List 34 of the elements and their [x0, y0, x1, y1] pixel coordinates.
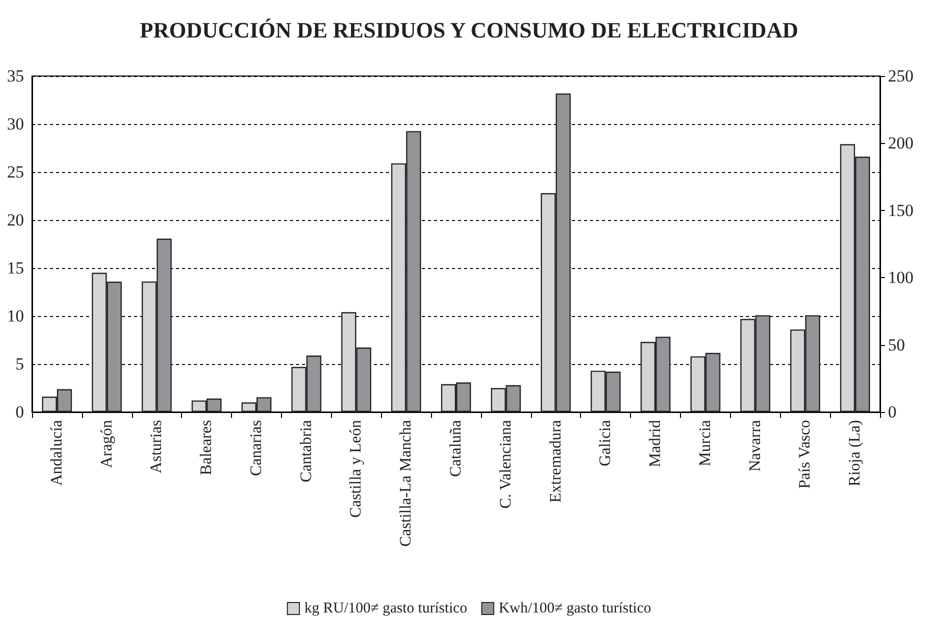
- y2-tick-label: 50: [888, 335, 905, 354]
- y2-tick-label: 0: [888, 402, 896, 422]
- y2-tick-label: 150: [888, 200, 914, 220]
- x-tick-label: Baleares: [198, 420, 216, 476]
- x-tick-label: Andalucía: [48, 420, 66, 486]
- legend-label: kg RU/100≠ gasto turístico: [304, 600, 468, 616]
- y-tick-label: 20: [7, 210, 24, 230]
- y2-tick-label: 200: [888, 134, 914, 153]
- y-tick-label: 5: [16, 354, 24, 374]
- x-tick-label: Aragón: [98, 420, 116, 468]
- y-tick-label: 25: [7, 162, 24, 182]
- x-tick-label: País Vasco: [796, 420, 814, 489]
- y-tick-label: 10: [7, 306, 24, 326]
- y2-tick-label: 100: [888, 268, 914, 288]
- x-tick-label: Murcia: [696, 420, 714, 466]
- x-tick-label: Canarias: [248, 420, 265, 476]
- x-tick-label: Castilla-La Mancha: [398, 420, 415, 547]
- x-tick-label: Cantabria: [298, 420, 315, 482]
- x-tick-label: Castilla y León: [348, 420, 365, 518]
- y-tick-label: 0: [16, 402, 24, 422]
- chart-title: PRODUCCIÓN DE RESIDUOS Y CONSUMO DE ELECTRICIDAD: [140, 18, 798, 42]
- x-tick-label: Extremadura: [547, 420, 564, 503]
- x-tick-label: Navarra: [746, 420, 764, 472]
- x-tick-label: Rioja (La): [846, 420, 864, 486]
- x-tick-label: C. Valenciana: [497, 420, 514, 509]
- x-tick-label: Galicia: [597, 420, 614, 466]
- y2-tick-label: 250: [888, 66, 914, 86]
- y-tick-label: 35: [7, 66, 24, 86]
- x-tick-label: Madrid: [647, 420, 664, 468]
- y-tick-label: 30: [7, 114, 24, 134]
- x-tick-label: Asturias: [148, 420, 166, 474]
- legend-label: Kwh/100≠ gasto turístico: [498, 600, 652, 616]
- x-tick-label: Cataluña: [448, 420, 464, 477]
- y-tick-label: 15: [7, 258, 24, 278]
